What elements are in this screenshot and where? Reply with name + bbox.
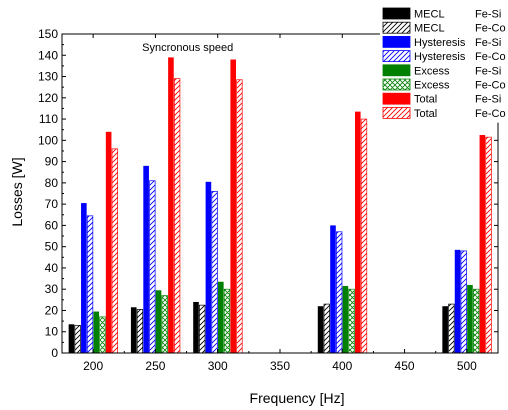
y-tick-label: 60 <box>45 218 59 232</box>
legend-swatch <box>382 64 411 77</box>
legend: MECL Fe-Si MECL Fe-Co Hysteresis Fe-Si Hystere… <box>380 5 508 123</box>
legend-material: Fe-Co <box>475 80 506 92</box>
y-tick-label: 120 <box>38 91 58 105</box>
y-tick-label: 140 <box>38 48 58 62</box>
y-tick-label: 30 <box>45 282 59 296</box>
legend-series-name: Hysteresis <box>414 37 466 49</box>
bar <box>68 324 75 353</box>
legend-swatch <box>382 107 411 119</box>
bar <box>336 231 343 354</box>
legend-series-name: MECL <box>414 23 445 35</box>
bar <box>86 215 94 354</box>
bar <box>342 286 349 353</box>
bar <box>193 301 199 353</box>
legend-series-name: Excess <box>414 80 450 92</box>
bar <box>317 306 324 353</box>
bar <box>149 180 156 354</box>
bar <box>230 59 237 354</box>
legend-series-name: Total <box>414 108 437 120</box>
axes: 0 10 20 30 40 50 60 70 80 90 100 110 120 130 140 150 200… <box>38 27 499 373</box>
bar <box>348 288 355 354</box>
bar <box>143 165 149 353</box>
x-tick-label: 400 <box>332 359 352 373</box>
legend-material: Fe-Si <box>475 9 501 21</box>
x-axis-title: Frequency [Hz] <box>250 390 345 406</box>
y-tick-label: 10 <box>45 325 59 339</box>
bar <box>223 288 231 354</box>
bar <box>323 303 330 354</box>
bar <box>111 148 118 354</box>
y-tick-label: 150 <box>38 27 58 41</box>
bar <box>99 316 106 354</box>
x-tick-label: 200 <box>83 359 103 373</box>
y-tick-label: 0 <box>51 346 58 360</box>
bar <box>360 118 368 354</box>
legend-swatch <box>382 78 411 91</box>
legend-material: Fe-Co <box>475 51 506 63</box>
bar <box>485 136 492 354</box>
bar <box>136 309 144 354</box>
y-axis-title: Losses [W] <box>9 157 25 226</box>
legend-swatch <box>382 21 411 34</box>
y-tick-label: 110 <box>39 112 58 126</box>
legend-material: Fe-Si <box>475 65 501 77</box>
bar <box>218 281 224 353</box>
legend-swatch <box>382 36 411 48</box>
syncronous-speed-annotation: Syncronous speed <box>142 42 233 54</box>
y-tick-label: 40 <box>45 261 59 275</box>
bar <box>130 307 137 353</box>
bar <box>211 191 218 354</box>
x-tick-label: 500 <box>457 359 477 373</box>
bar <box>236 79 243 354</box>
bar <box>467 284 473 353</box>
legend-material: Fe-Si <box>475 94 501 106</box>
bar <box>105 131 112 353</box>
legend-material: Fe-Co <box>475 108 506 120</box>
bar <box>173 78 181 354</box>
y-tick-label: 50 <box>45 240 59 254</box>
y-tick-label: 130 <box>38 70 58 84</box>
x-tick-label: 250 <box>145 359 165 373</box>
legend-swatch <box>382 92 411 105</box>
bar <box>448 303 455 354</box>
legend-swatch <box>382 50 411 62</box>
bar <box>155 290 162 353</box>
legend-series-name: MECL <box>414 9 445 21</box>
x-tick-label: 300 <box>208 359 228 373</box>
bar <box>74 325 81 354</box>
legend-series-name: Excess <box>414 65 450 77</box>
bar <box>205 181 212 353</box>
bar <box>479 135 486 353</box>
bar <box>199 304 206 354</box>
y-tick-label: 20 <box>45 303 59 317</box>
legend-series-name: Total <box>414 94 437 106</box>
bar <box>354 111 361 353</box>
bar <box>168 57 174 353</box>
bars <box>68 57 492 354</box>
y-tick-label: 90 <box>45 155 59 169</box>
bar <box>81 203 87 353</box>
bar <box>93 311 100 353</box>
bar <box>460 250 467 354</box>
bar <box>473 288 480 354</box>
bar <box>330 225 336 353</box>
legend-series-name: Hysteresis <box>414 51 466 63</box>
legend-swatch <box>382 7 411 20</box>
bar <box>454 249 461 353</box>
legend-material: Fe-Si <box>475 37 501 49</box>
x-tick-label: 450 <box>395 359 415 373</box>
legend-material: Fe-Co <box>475 23 506 35</box>
bar <box>161 295 168 354</box>
x-tick-label: 350 <box>270 359 290 373</box>
bar <box>442 306 448 353</box>
y-tick-label: 80 <box>45 176 59 190</box>
y-tick-label: 100 <box>38 133 58 147</box>
y-tick-label: 70 <box>45 197 59 211</box>
